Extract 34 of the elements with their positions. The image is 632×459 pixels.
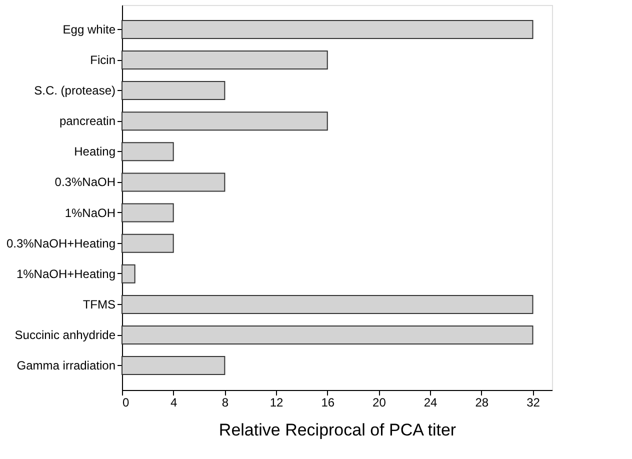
y-tick-label: Succinic anhydride: [14, 328, 116, 342]
y-tick-label: Heating: [74, 144, 116, 159]
bar: [122, 264, 136, 284]
y-tick-label: TFMS: [82, 297, 116, 312]
bar: [122, 20, 534, 39]
bar: [122, 142, 174, 162]
x-tick-label: 12: [270, 396, 284, 410]
x-tick-label: 16: [321, 396, 335, 410]
bar: [122, 356, 226, 376]
y-tick-label: 1%NaOH: [64, 206, 116, 220]
y-tick-label: Ficin: [90, 53, 116, 67]
y-tick-label: 0.3%NaOH: [54, 175, 116, 190]
bar: [122, 203, 174, 222]
y-tick-label: S.C. (protease): [34, 84, 116, 98]
y-tick-label: Gamma irradiation: [16, 358, 116, 373]
bar: [122, 326, 534, 344]
x-tick-label: 4: [170, 396, 178, 410]
y-tick-label: Egg white: [62, 22, 116, 36]
x-tick-label: 28: [475, 396, 489, 410]
bar: [122, 112, 328, 131]
x-tick-label: 20: [372, 396, 386, 410]
x-tick-label: 32: [526, 396, 540, 410]
x-axis-title: Relative Reciprocal of PCA titer: [218, 420, 456, 440]
bar: [122, 50, 328, 70]
bar: [122, 172, 226, 192]
y-tick-label: 1%NaOH+Heating: [16, 266, 116, 281]
bar: [122, 294, 534, 314]
x-tick-label: 8: [222, 396, 229, 410]
y-tick-label: 0.3%NaOH+Heating: [6, 236, 116, 250]
bar: [122, 81, 226, 100]
y-tick-label: pancreatin: [59, 114, 116, 128]
x-tick-label: 24: [424, 396, 438, 410]
bar: [122, 234, 174, 253]
x-tick-label: 0: [122, 396, 130, 410]
